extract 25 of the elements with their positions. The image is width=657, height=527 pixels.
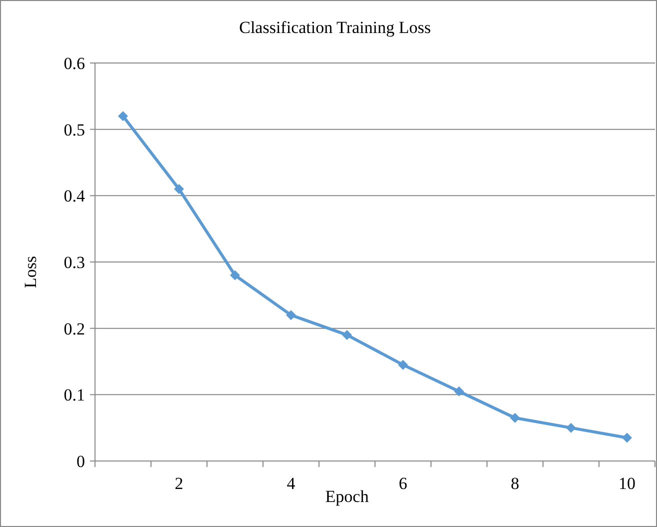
point xyxy=(174,184,184,194)
point xyxy=(286,310,296,320)
y-axis-title: Loss xyxy=(21,256,40,288)
x-tick-label: 4 xyxy=(286,474,296,493)
point xyxy=(510,412,520,423)
point xyxy=(398,360,408,370)
x-tick-label: 2 xyxy=(174,474,184,493)
y-tick-label: 0.2 xyxy=(64,319,85,338)
x-tick-label: 8 xyxy=(510,474,520,493)
y-tick-label: 0 xyxy=(76,452,85,471)
y-tick-label: 0.5 xyxy=(64,120,85,140)
point xyxy=(230,270,240,280)
point xyxy=(454,386,464,396)
point xyxy=(622,432,632,443)
y-tick-label: 0.6 xyxy=(64,54,85,73)
point xyxy=(566,422,576,433)
y-tick-label: 0.3 xyxy=(64,252,85,272)
x-tick-label: 10 xyxy=(618,474,636,493)
point xyxy=(118,111,128,122)
chart-title: Classification Training Loss xyxy=(239,18,431,37)
point xyxy=(342,330,352,340)
x-axis-title: Epoch xyxy=(325,487,370,506)
y-tick-label: 0.1 xyxy=(64,386,85,405)
x-tick-label: 6 xyxy=(398,474,408,493)
y-tick-label: 0.4 xyxy=(64,186,86,206)
